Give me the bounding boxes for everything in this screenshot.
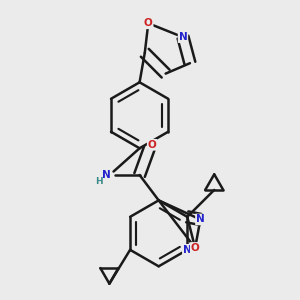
- Text: O: O: [191, 243, 200, 253]
- Text: O: O: [144, 18, 153, 28]
- Text: N: N: [178, 32, 188, 42]
- Text: N: N: [102, 170, 111, 180]
- Text: O: O: [148, 140, 157, 150]
- Text: N: N: [196, 214, 205, 224]
- Text: H: H: [95, 177, 102, 186]
- Text: N: N: [183, 245, 192, 255]
